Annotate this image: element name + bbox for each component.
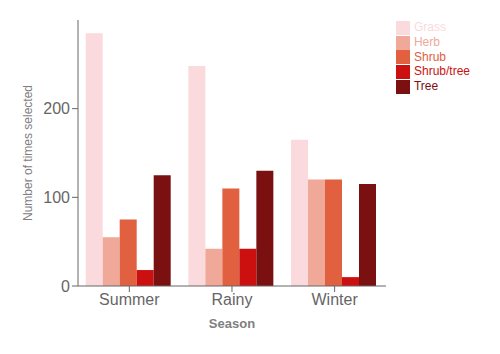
html-text:Herb: Herb: [414, 34, 440, 49]
html-text:Grass: Grass: [414, 20, 446, 34]
svg-text:200: 200: [43, 100, 70, 117]
html-text:Shrub: Shrub: [414, 49, 446, 64]
html-text:Shrub/tree: Shrub/tree: [414, 64, 470, 79]
svg-text:Winter: Winter: [312, 291, 359, 308]
svg-text:Season: Season: [209, 316, 255, 331]
svg-text:Summer: Summer: [99, 291, 160, 308]
svg-text:100: 100: [43, 189, 70, 206]
svg-text:Rainy: Rainy: [212, 291, 253, 308]
html-text:Tree: Tree: [414, 79, 439, 94]
svg-text:Number of times selected: Number of times selected: [21, 85, 35, 221]
svg-text:0: 0: [61, 278, 70, 295]
